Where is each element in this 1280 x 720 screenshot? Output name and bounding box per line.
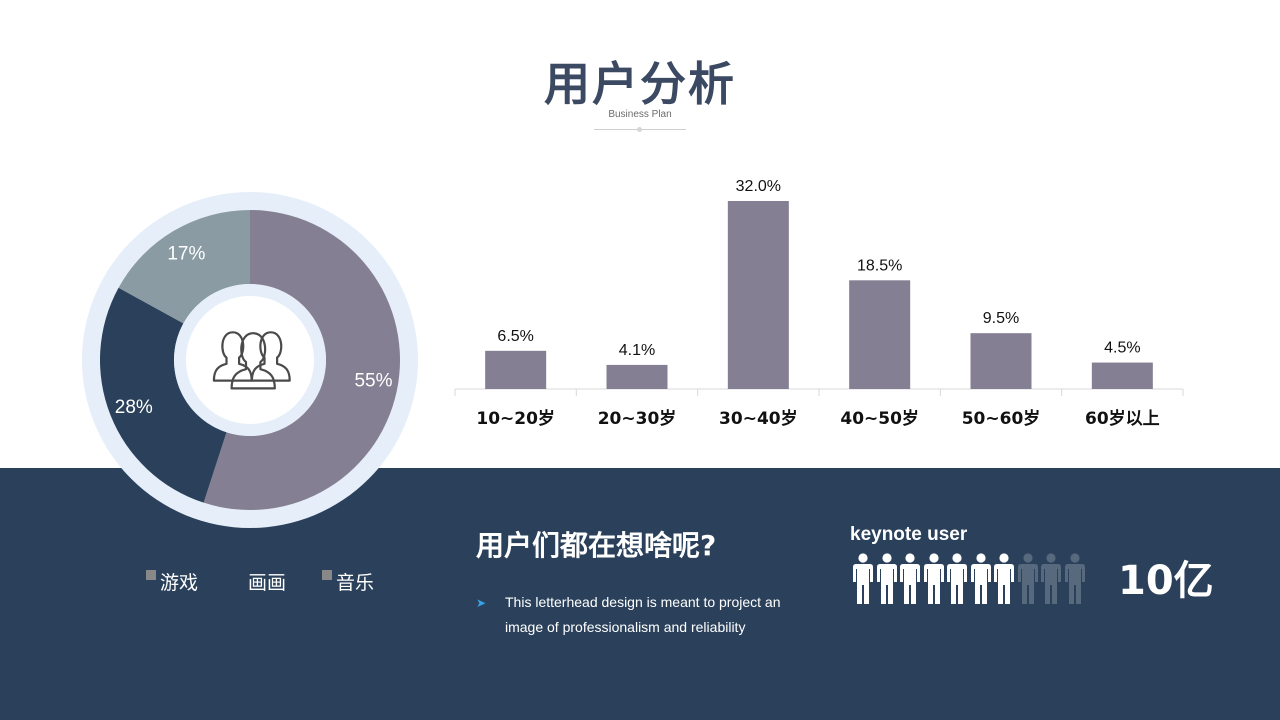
person-icon bbox=[853, 553, 873, 604]
legend-item-drawing: 画画 bbox=[234, 568, 286, 595]
legend-label: 画画 bbox=[248, 572, 287, 594]
bar bbox=[485, 350, 547, 389]
bar-value-label: 4.1% bbox=[619, 342, 655, 359]
question-heading: 用户们都在想啥呢? bbox=[476, 529, 717, 562]
user-group-icon bbox=[212, 331, 291, 390]
bullet-arrow-icon: ➤ bbox=[476, 596, 487, 610]
person-icon bbox=[1017, 553, 1038, 604]
bar-value-label: 9.5% bbox=[983, 310, 1019, 327]
bar-value-label: 32.0% bbox=[736, 178, 781, 195]
bar-category-label: 40~50岁 bbox=[840, 408, 919, 429]
donut-slice-label: 55% bbox=[354, 371, 392, 392]
bar bbox=[606, 364, 668, 389]
page-subtitle: Business Plan bbox=[608, 109, 672, 120]
person-icon bbox=[1041, 553, 1061, 604]
donut-legend: 游戏 画画 音乐 bbox=[146, 568, 406, 594]
bar bbox=[970, 333, 1032, 389]
donut-slice bbox=[203, 210, 400, 511]
person-icon bbox=[923, 553, 944, 604]
person-icon bbox=[1064, 553, 1085, 604]
bar-category-label: 10~20岁 bbox=[476, 408, 555, 429]
bar bbox=[727, 201, 789, 389]
person-icon bbox=[970, 553, 991, 604]
legend-swatch bbox=[322, 570, 332, 580]
bar bbox=[849, 280, 911, 389]
donut-slice-label: 28% bbox=[115, 397, 153, 418]
bar bbox=[1091, 362, 1153, 389]
legend-item-music: 音乐 bbox=[322, 568, 374, 595]
legend-label: 音乐 bbox=[336, 572, 375, 594]
age-bar-chart: 6.5% 10~20岁 4.1% 20~30岁 32.0% 30~40岁 18.5% 40~5… bbox=[454, 178, 1184, 429]
keynote-user-label: keynote user bbox=[850, 524, 968, 545]
person-icon bbox=[876, 553, 897, 604]
bar-value-label: 4.5% bbox=[1104, 340, 1140, 357]
legend-label: 游戏 bbox=[160, 572, 199, 594]
legend-swatch bbox=[146, 570, 156, 580]
donut-chart: 55% 28% 17% bbox=[82, 192, 418, 528]
donut-slice bbox=[118, 210, 250, 324]
page-title: 用户分析 bbox=[544, 57, 736, 111]
donut-slice-label: 17% bbox=[167, 243, 205, 264]
legend-swatch bbox=[234, 570, 244, 580]
bar-value-label: 18.5% bbox=[857, 257, 902, 274]
donut-slice bbox=[100, 287, 227, 503]
title-divider bbox=[594, 127, 686, 132]
bullet-text: This letterhead design is meant to proje… bbox=[505, 594, 781, 635]
person-icon bbox=[994, 553, 1014, 604]
donut-hole bbox=[186, 296, 314, 424]
bar-category-label: 60岁以上 bbox=[1085, 408, 1160, 429]
bar-category-label: 30~40岁 bbox=[719, 408, 798, 429]
bar-value-label: 6.5% bbox=[497, 328, 533, 345]
divider-dot bbox=[637, 127, 642, 132]
user-count: 10亿 bbox=[1118, 558, 1214, 604]
legend-item-games: 游戏 bbox=[146, 568, 198, 595]
person-icon bbox=[947, 553, 967, 604]
people-pictogram bbox=[852, 553, 1092, 605]
bar-category-label: 50~60岁 bbox=[962, 408, 1041, 429]
bar-category-label: 20~30岁 bbox=[598, 408, 677, 429]
person-icon bbox=[900, 553, 920, 604]
